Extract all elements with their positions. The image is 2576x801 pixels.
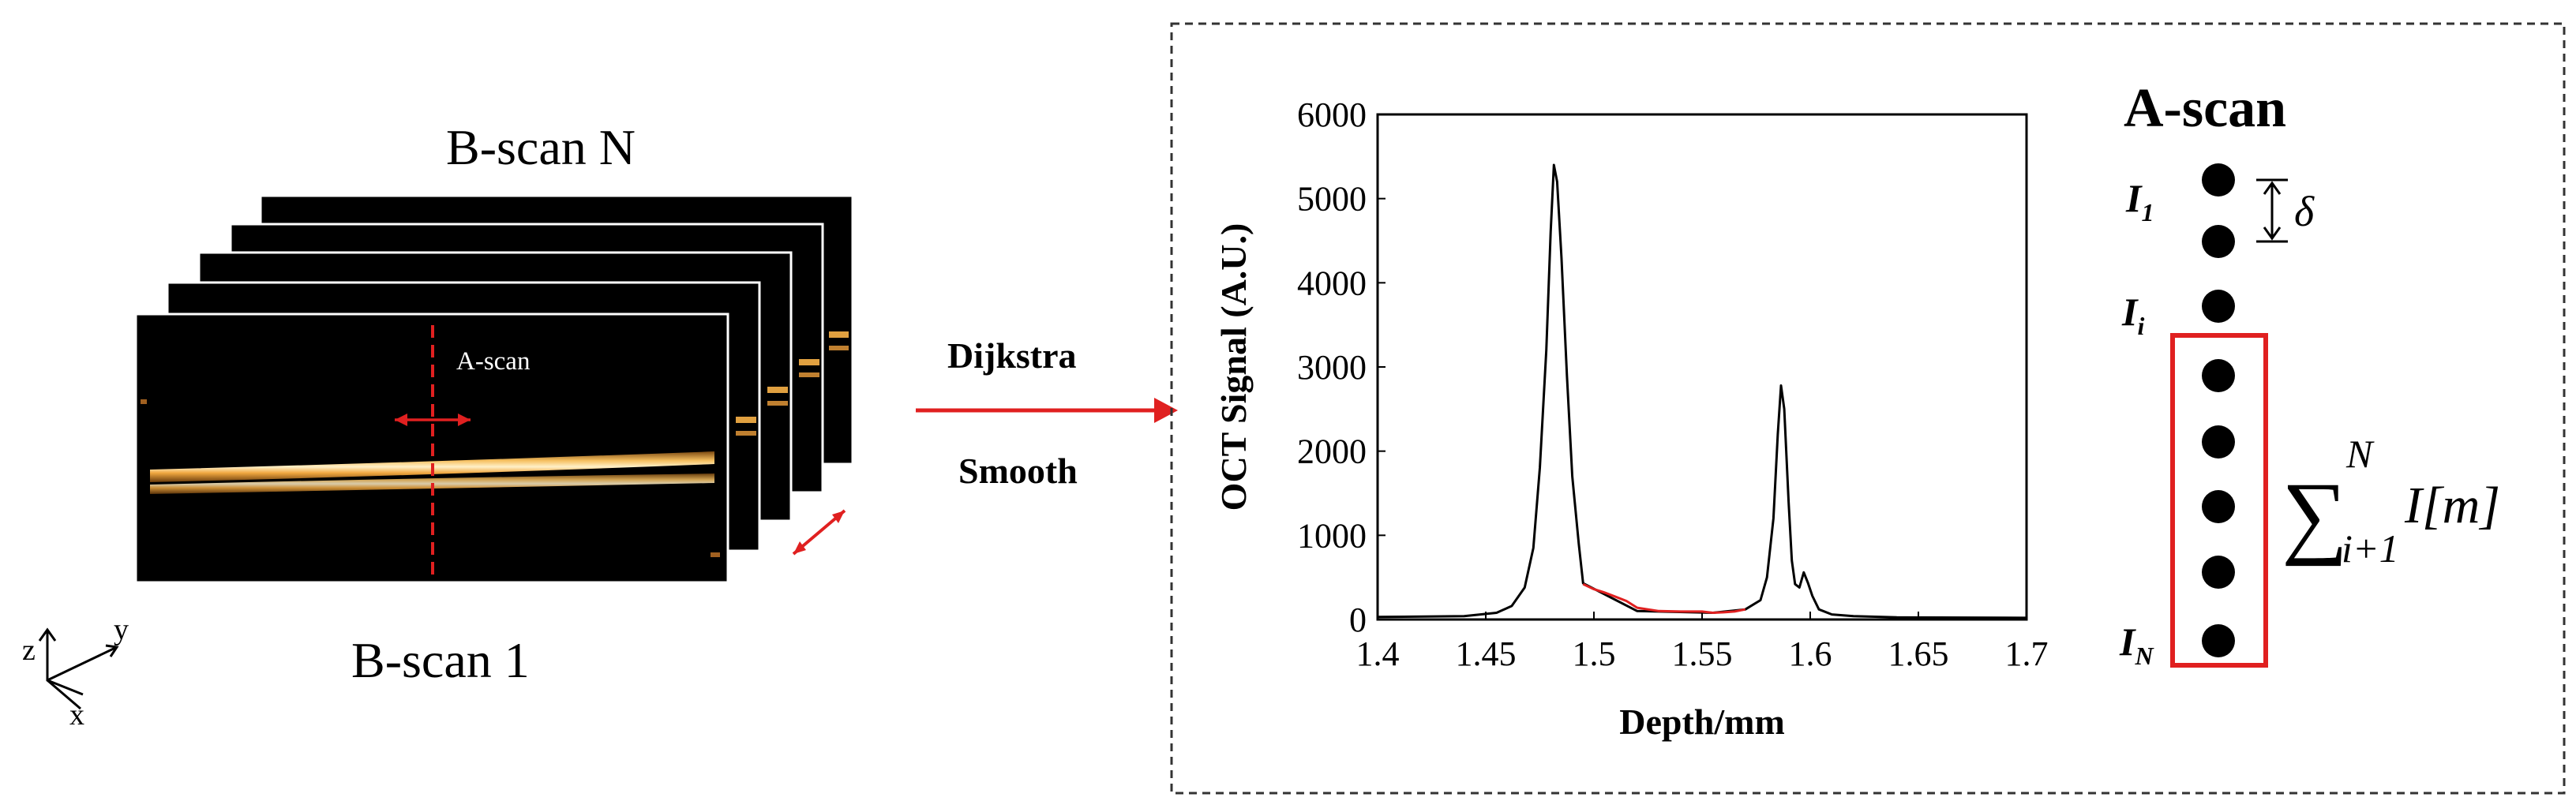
axis-y-label: y: [114, 613, 129, 646]
delta-symbol: δ: [2294, 188, 2315, 235]
y-tick-label: 4000: [1297, 264, 1367, 302]
y-tick-label: 1000: [1297, 516, 1367, 555]
y-tick-label: 6000: [1297, 95, 1367, 134]
stack-depth-arrow: [792, 509, 846, 556]
ascan-panel: A-scan I1 Ii IN δ ∑ N i+1 I[m]: [2119, 78, 2500, 670]
sum-term: I[m]: [2404, 477, 2500, 534]
y-tick-label: 0: [1349, 601, 1367, 639]
process-step-dijkstra: Dijkstra: [947, 335, 1077, 376]
x-tick-label: 1.7: [2005, 634, 2049, 673]
process-arrow: [916, 398, 1178, 423]
x-tick-label: 1.65: [1888, 634, 1949, 673]
sum-lower-limit: i+1: [2342, 526, 2399, 571]
x-tick-label: 1.45: [1456, 634, 1517, 673]
ascan-pixel-dot: [2202, 225, 2235, 258]
ascan-pixel-dot: [2202, 359, 2235, 392]
ascan-pixel-dot: [2202, 624, 2235, 657]
result-panel-border: [1170, 22, 2566, 795]
summation-bracket-box: [2170, 333, 2268, 668]
bscan-stack: A-scan B-scan N B-scan 1: [134, 119, 854, 688]
label-i1: I1: [2125, 176, 2154, 226]
dijkstra-path-line: [1582, 582, 1746, 614]
oct-signal-chart: 1.4 1.45 1.5 1.55 1.6 1.65 1.7 0 1000 2000 3000 400…: [1213, 95, 2049, 742]
chart-x-axis-label: Depth/mm: [1619, 702, 1785, 742]
ascan-pixel-dot: [2202, 556, 2235, 589]
chart-series: [1377, 163, 2027, 619]
bscan-n-label: B-scan N: [446, 119, 636, 175]
oct-signal-line: [1377, 163, 2027, 619]
axis-z-label: z: [22, 634, 36, 667]
y-tick-label: 5000: [1297, 180, 1367, 219]
label-ii: Ii: [2121, 290, 2144, 340]
axis-x-label: x: [69, 698, 84, 732]
process-step-smooth: Smooth: [958, 451, 1078, 491]
ascan-pixel-dot: [2202, 490, 2235, 523]
ascan-pixel-dot: [2202, 163, 2235, 197]
chart-plot-area: [1376, 113, 2028, 621]
y-tick-label: 2000: [1297, 432, 1367, 471]
ascan-pixel-dot: [2202, 425, 2235, 459]
ascan-inline-label: A-scan: [456, 347, 530, 376]
bscan-1-label: B-scan 1: [351, 632, 530, 688]
ascan-panel-title: A-scan: [2124, 78, 2286, 139]
ascan-pixel-dots: [2202, 163, 2235, 657]
ascan-pixel-dot: [2202, 290, 2235, 323]
sum-upper-limit: N: [2345, 432, 2375, 476]
x-tick-label: 1.6: [1789, 634, 1832, 673]
chart-ticks: 1.4 1.45 1.5 1.55 1.6 1.65 1.7 0 1000 2000 3000 400…: [1297, 95, 2049, 673]
label-in: IN: [2119, 619, 2154, 670]
axes-gizmo: [38, 627, 119, 710]
chart-y-axis-label: OCT Signal (A.U.): [1213, 223, 1254, 511]
sum-symbol: ∑: [2282, 463, 2348, 567]
bscan-frame-1: A-scan: [134, 313, 729, 584]
delta-spacing-marker: [2256, 178, 2288, 243]
y-tick-label: 3000: [1297, 348, 1367, 387]
x-tick-label: 1.4: [1356, 634, 1400, 673]
x-tick-label: 1.55: [1672, 634, 1733, 673]
x-tick-label: 1.5: [1573, 634, 1616, 673]
